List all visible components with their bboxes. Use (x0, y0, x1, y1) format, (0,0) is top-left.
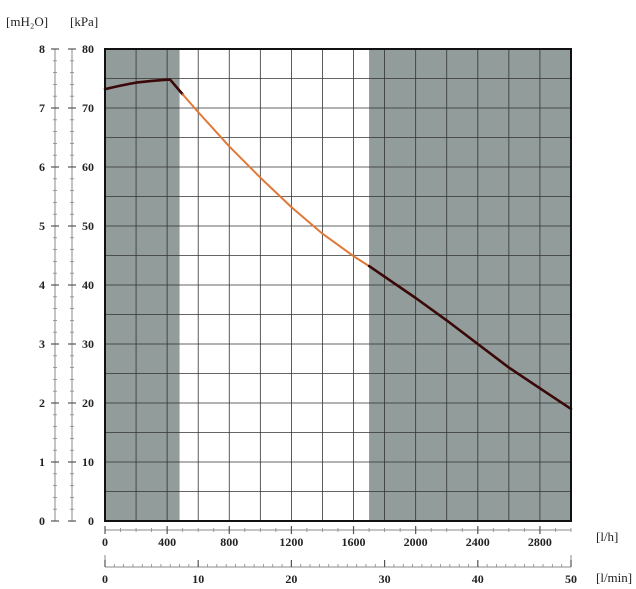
x-tick-label-lmin: 50 (565, 572, 577, 586)
x-tick-label-lh: 1200 (279, 535, 303, 549)
y-tick-label-mh2o: 6 (39, 160, 45, 174)
y-tick-label-kpa: 70 (82, 101, 94, 115)
x-tick-label-lmin: 10 (192, 572, 204, 586)
y-tick-label-kpa: 20 (82, 396, 94, 410)
y-tick-label-mh2o: 3 (39, 337, 45, 351)
y-tick-label-mh2o: 4 (39, 278, 45, 292)
y-tick-label-kpa: 30 (82, 337, 94, 351)
grid (105, 49, 571, 521)
x-tick-label-lh: 0 (102, 535, 108, 549)
y-axis-label-kpa: [kPa] (70, 14, 98, 29)
x-tick-label-lmin: 30 (379, 572, 391, 586)
y-tick-label-mh2o: 7 (39, 101, 45, 115)
x-tick-label-lh: 2000 (404, 535, 428, 549)
x-tick-label-lmin: 0 (102, 572, 108, 586)
curve-segment-shaded (103, 78, 184, 96)
y-tick-label-kpa: 50 (82, 219, 94, 233)
curve-segment-shaded (367, 264, 573, 411)
x-tick-label-lh: 800 (220, 535, 238, 549)
pressure-curve (103, 78, 573, 411)
y-tick-label-kpa: 40 (82, 278, 94, 292)
x-tick-label-lmin: 40 (472, 572, 484, 586)
y-tick-label-mh2o: 0 (39, 514, 45, 528)
x-tick-label-lmin: 20 (285, 572, 297, 586)
x-tick-label-lh: 1600 (342, 535, 366, 549)
y-tick-label-kpa: 80 (82, 42, 94, 56)
axis-labels: [mH₂O] [kPa] [l/h] [l/min] (6, 14, 632, 585)
x-tick-label-lh: 400 (158, 535, 176, 549)
x-tick-label-lh: 2800 (528, 535, 552, 549)
y-tick-label-kpa: 10 (82, 455, 94, 469)
x-axis-label-lmin: [l/min] (596, 570, 632, 585)
y-tick-label-kpa: 0 (88, 514, 94, 528)
y-axis-label-mh2o: [mH₂O] (6, 14, 48, 29)
y-tick-label-mh2o: 1 (39, 455, 45, 469)
y-tick-label-mh2o: 2 (39, 396, 45, 410)
x-axis-label-lh: [l/h] (596, 529, 618, 544)
plot-frame (104, 48, 572, 522)
y-tick-label-mh2o: 5 (39, 219, 45, 233)
x-tick-label-lh: 2400 (466, 535, 490, 549)
y-tick-label-mh2o: 8 (39, 42, 45, 56)
curve-segment-unshaded (181, 93, 371, 268)
y-tick-label-kpa: 60 (82, 160, 94, 174)
